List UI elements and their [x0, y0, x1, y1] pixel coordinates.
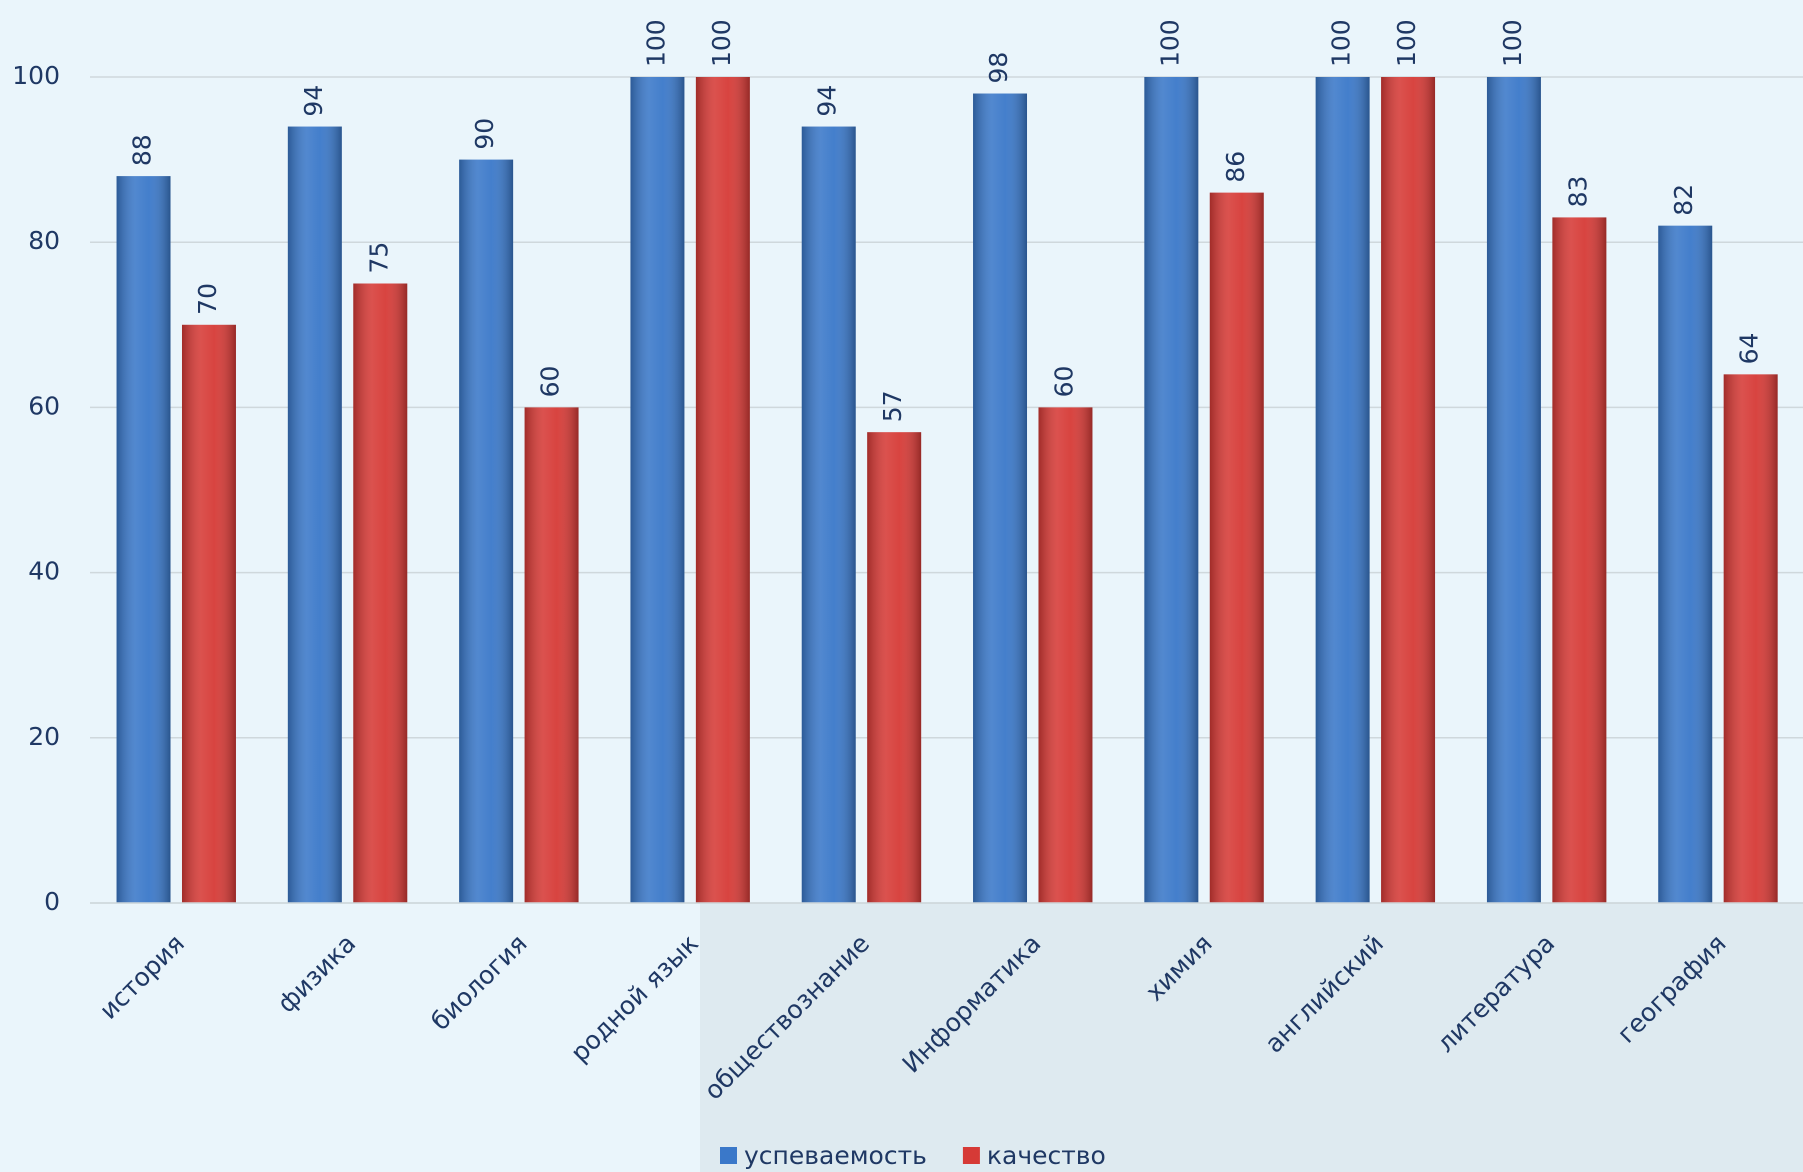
legend-label: успеваемость: [744, 1141, 927, 1170]
y-tick-label: 100: [12, 61, 60, 90]
value-label: 88: [128, 134, 157, 166]
photo-backdrop: [700, 903, 1803, 1172]
y-tick-label: 0: [44, 887, 60, 916]
bar: [524, 407, 579, 903]
bar: [801, 126, 856, 903]
bar: [1658, 225, 1713, 903]
value-label: 94: [813, 85, 842, 117]
bar: [116, 176, 171, 903]
bar: [287, 126, 342, 903]
value-label: 100: [1392, 19, 1421, 67]
value-label: 64: [1735, 333, 1764, 365]
value-label: 100: [1155, 19, 1184, 67]
bar: [1723, 374, 1778, 903]
y-tick-label: 40: [28, 557, 60, 586]
value-label: 60: [536, 366, 565, 398]
value-label: 100: [1498, 19, 1527, 67]
bar: [1315, 77, 1370, 903]
bar: [1486, 77, 1541, 903]
legend-swatch: [962, 1147, 980, 1164]
value-label: 57: [878, 390, 907, 422]
y-tick-label: 60: [28, 391, 60, 420]
bar: [353, 283, 408, 903]
bar: [181, 324, 236, 903]
value-label: 82: [1669, 184, 1698, 216]
value-label: 100: [707, 19, 736, 67]
bar: [1552, 217, 1607, 904]
legend-swatch: [720, 1147, 737, 1164]
bar: [973, 93, 1028, 903]
bar: [630, 77, 685, 903]
value-label: 94: [299, 85, 328, 117]
bar: [1381, 77, 1436, 903]
bar: [1144, 77, 1199, 903]
bar: [1038, 407, 1093, 903]
legend-label: качество: [987, 1141, 1106, 1170]
value-label: 83: [1563, 176, 1592, 208]
bar: [459, 159, 514, 904]
y-tick-label: 80: [28, 226, 60, 255]
value-label: 60: [1049, 366, 1078, 398]
bar: [867, 432, 922, 903]
value-label: 70: [193, 283, 222, 315]
value-label: 90: [470, 118, 499, 150]
value-label: 75: [364, 242, 393, 274]
value-label: 100: [1327, 19, 1356, 67]
bar: [695, 77, 750, 903]
value-label: 100: [641, 19, 670, 67]
value-label: 98: [984, 52, 1013, 84]
value-label: 86: [1221, 151, 1250, 183]
y-tick-label: 20: [28, 722, 60, 751]
bar: [1209, 192, 1264, 903]
